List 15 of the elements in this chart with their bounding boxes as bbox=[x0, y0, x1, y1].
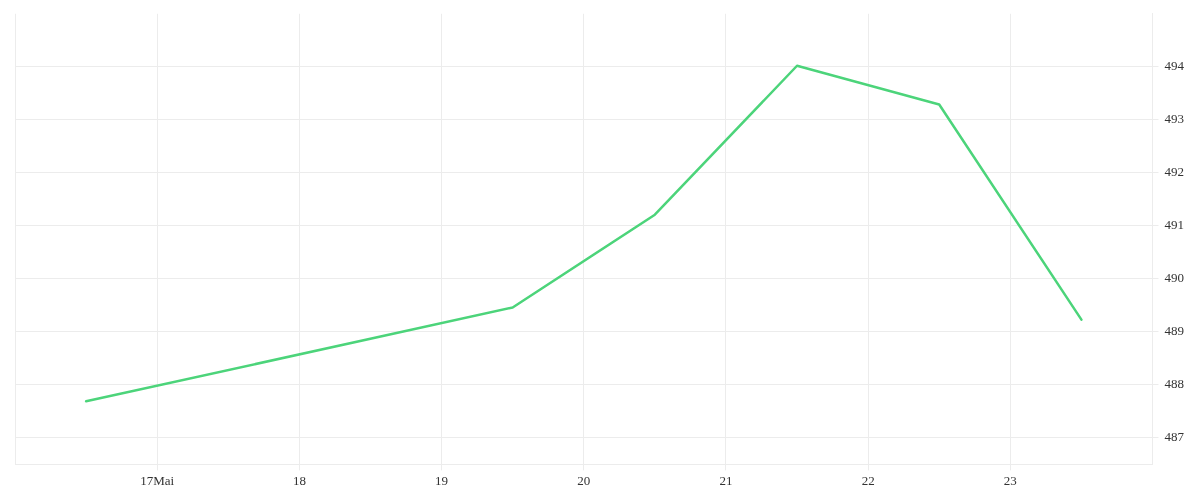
x-tick-label: 22 bbox=[861, 472, 875, 488]
x-tick-label: 23 bbox=[1003, 472, 1017, 488]
y-tick-label: 487 bbox=[1164, 429, 1185, 445]
x-tick-label: 21 bbox=[719, 472, 733, 488]
y-tick-label: 493 bbox=[1164, 111, 1184, 127]
y-tick-label: 488 bbox=[1164, 376, 1184, 392]
x-tick-label: 20 bbox=[577, 472, 591, 488]
x-tick-label: 17Mai bbox=[140, 472, 175, 488]
y-tick-label: 494 bbox=[1164, 58, 1185, 74]
y-tick-label: 492 bbox=[1164, 164, 1184, 180]
y-tick-label: 491 bbox=[1164, 217, 1184, 233]
y-tick-label: 490 bbox=[1164, 270, 1184, 286]
y-tick-label: 489 bbox=[1164, 323, 1184, 339]
x-tick-label: 18 bbox=[292, 472, 306, 488]
x-tick-label: 19 bbox=[435, 472, 449, 488]
